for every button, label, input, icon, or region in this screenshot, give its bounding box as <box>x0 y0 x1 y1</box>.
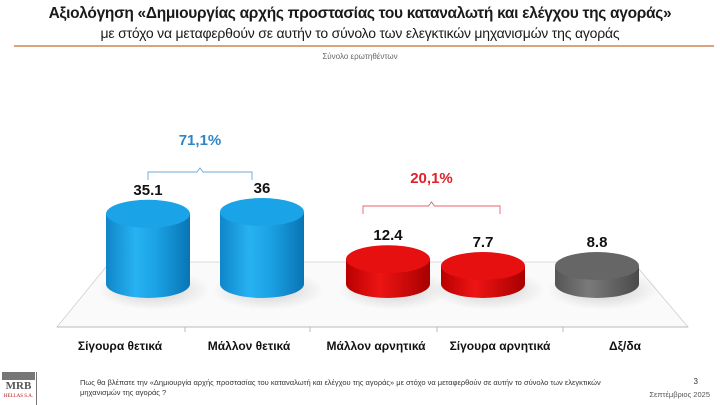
survey-question: Πως θα βλέπατε την «Δημιουργία αρχής προ… <box>80 378 601 397</box>
page-number: 3 <box>693 377 698 386</box>
category-label: Μάλλον θετικά <box>208 339 291 353</box>
logo-divider <box>36 372 37 405</box>
logo-bar <box>2 372 35 380</box>
category-label: Δξ/δα <box>609 339 642 353</box>
logo-text: MRB <box>5 380 32 392</box>
bar-dk-na <box>547 252 659 310</box>
value-label: 7.7 <box>473 234 494 251</box>
bar-certainly-negative <box>433 252 545 310</box>
group-bracket: 71,1% <box>147 132 253 180</box>
mrb-logo: MRB HELLAS S.A. <box>0 372 38 405</box>
category-label: Μάλλον αρνητικά <box>326 339 426 353</box>
report-date: Σεπτέμβριος 2025 <box>649 390 710 399</box>
group-bracket: 20,1% <box>362 170 501 214</box>
value-label: 35.1 <box>133 182 162 199</box>
group-total-label: 20,1% <box>410 170 453 187</box>
bar-certainly-positive <box>98 199 210 310</box>
logo-subtext: HELLAS S.A. <box>3 394 34 399</box>
chart-subtitle: με στόχο να μεταφερθούν σε αυτήν το σύνο… <box>100 25 620 41</box>
value-label: 8.8 <box>587 234 608 251</box>
category-label: Σίγουρα αρνητικά <box>450 339 551 353</box>
value-label: 36 <box>254 180 271 197</box>
value-label: 12.4 <box>373 227 403 244</box>
chart-title: Αξιολόγηση «Δημιουργίας αρχής προστασίας… <box>48 5 672 22</box>
bar-rather-positive <box>212 198 324 310</box>
bar-rather-negative <box>338 245 450 310</box>
base-note: Σύνολο ερωτηθέντων <box>322 52 398 61</box>
category-label: Σίγουρα θετικά <box>78 339 163 353</box>
title-divider <box>14 45 714 47</box>
group-total-label: 71,1% <box>179 132 222 149</box>
